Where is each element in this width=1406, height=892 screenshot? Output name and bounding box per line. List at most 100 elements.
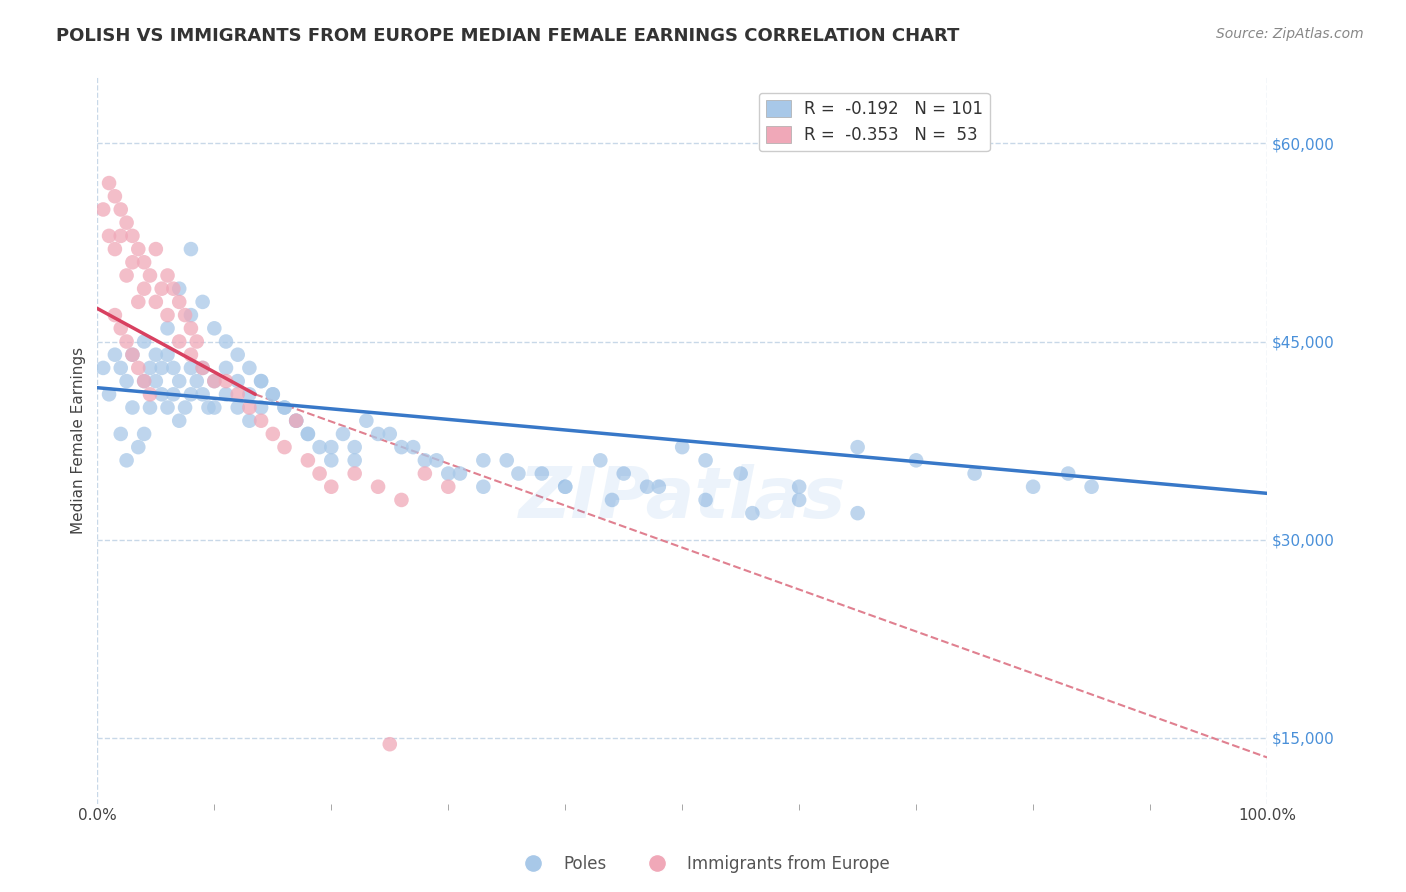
Point (226, 348, 249, 362)
Point (343, 453, 366, 467)
Point (391, 492, 413, 507)
Point (202, 374, 225, 388)
Point (308, 440, 330, 454)
Y-axis label: Median Female Earnings: Median Female Earnings (72, 347, 86, 534)
Point (671, 440, 693, 454)
Point (180, 321, 202, 335)
Point (134, 334, 156, 349)
Point (145, 374, 167, 388)
Text: ZIPatlas: ZIPatlas (519, 464, 846, 533)
Point (139, 387, 162, 401)
Point (343, 467, 366, 481)
Point (115, 374, 138, 388)
Point (356, 414, 378, 428)
Point (104, 348, 127, 362)
Point (367, 480, 389, 494)
Point (437, 480, 460, 494)
Point (695, 453, 717, 467)
Point (115, 334, 138, 349)
Point (695, 492, 717, 507)
Point (104, 189, 127, 203)
Point (226, 387, 249, 401)
Point (472, 480, 495, 494)
Point (636, 480, 658, 494)
Point (391, 440, 413, 454)
Point (250, 374, 273, 388)
Point (589, 453, 612, 467)
Point (508, 467, 530, 481)
Point (413, 467, 436, 481)
Point (285, 414, 308, 428)
Point (180, 348, 202, 362)
Point (191, 294, 214, 309)
Point (846, 440, 869, 454)
Point (238, 387, 260, 401)
Point (321, 453, 343, 467)
Point (167, 294, 190, 309)
Point (1022, 480, 1045, 494)
Point (145, 294, 167, 309)
Point (127, 440, 149, 454)
Point (741, 506, 763, 520)
Point (121, 348, 143, 362)
Point (150, 387, 173, 401)
Point (150, 360, 173, 375)
Point (139, 401, 162, 415)
Point (98, 387, 121, 401)
Point (180, 360, 202, 375)
Point (156, 268, 179, 283)
Point (226, 401, 249, 415)
Point (449, 467, 471, 481)
Point (139, 360, 162, 375)
Point (321, 480, 343, 494)
Point (378, 737, 401, 751)
Point (134, 282, 156, 296)
Point (110, 228, 132, 243)
Point (167, 374, 190, 388)
Point (104, 308, 127, 322)
Point (121, 228, 143, 243)
Point (530, 467, 553, 481)
Point (787, 492, 810, 507)
Point (413, 453, 436, 467)
Point (156, 321, 179, 335)
Point (297, 453, 319, 467)
Point (174, 308, 197, 322)
Point (273, 440, 295, 454)
Point (134, 374, 156, 388)
Point (91, 202, 114, 217)
Point (1080, 480, 1102, 494)
Point (730, 467, 752, 481)
Point (273, 401, 295, 415)
Point (134, 255, 156, 269)
Point (495, 453, 517, 467)
Point (145, 348, 167, 362)
Point (197, 401, 219, 415)
Point (273, 401, 295, 415)
Point (402, 440, 425, 454)
Point (238, 360, 260, 375)
Point (104, 242, 127, 256)
Point (98, 176, 121, 190)
Point (162, 387, 184, 401)
Point (127, 242, 149, 256)
Point (115, 268, 138, 283)
Point (180, 387, 202, 401)
Point (297, 426, 319, 441)
Point (367, 426, 389, 441)
Point (554, 480, 576, 494)
Point (343, 440, 366, 454)
Point (600, 492, 623, 507)
Point (134, 426, 156, 441)
Point (156, 401, 179, 415)
Point (127, 360, 149, 375)
Point (378, 426, 401, 441)
Point (121, 255, 143, 269)
Point (156, 348, 179, 362)
Point (285, 414, 308, 428)
Point (250, 414, 273, 428)
Point (262, 387, 284, 401)
Point (238, 414, 260, 428)
Point (215, 387, 238, 401)
Point (202, 374, 225, 388)
